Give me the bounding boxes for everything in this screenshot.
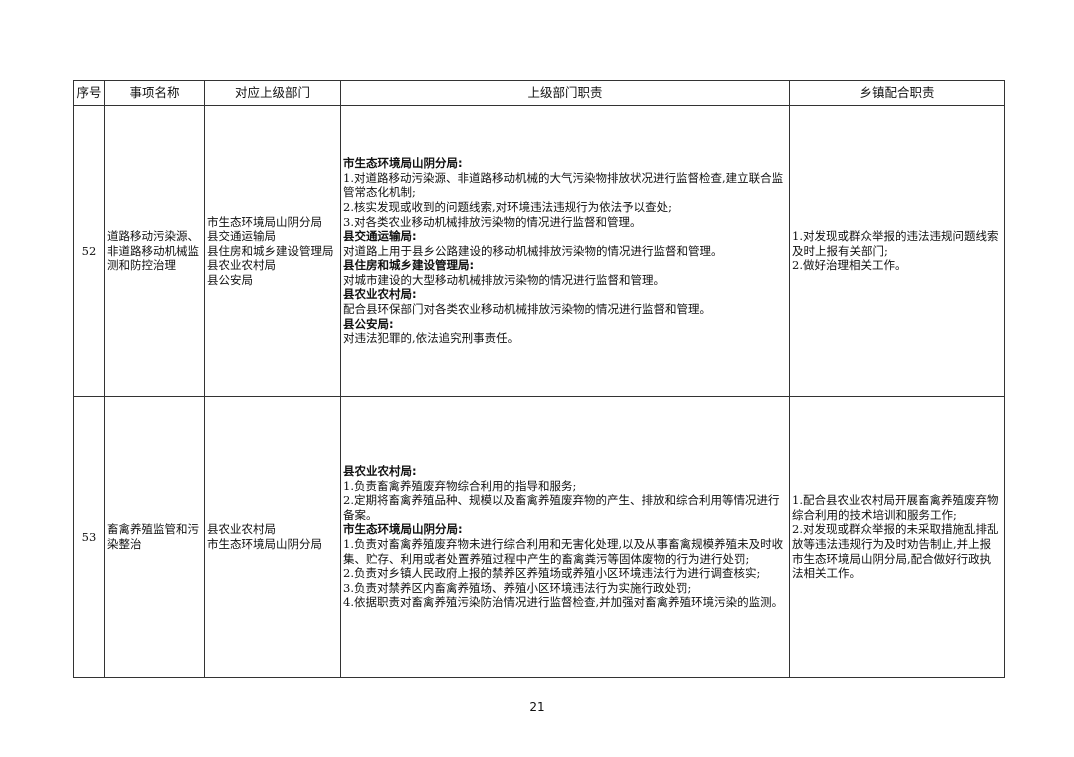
duty-item: 3.对各类农业移动机械排放污染物的情况进行监督和管理。 <box>343 214 642 229</box>
department: 县交通运输局 <box>207 229 276 244</box>
duties: 县农业农村局: 1.负责畜禽养殖废弃物综合利用的指导和服务; 2.定期将畜禽养殖品种… <box>340 396 790 678</box>
township-duty-item: 1.对发现或群众举报的违法违规问题线索及时上报有关部门; <box>792 229 999 258</box>
duty-item: 配合县环保部门对各类农业移动机械排放污染物的情况进行监督和管理。 <box>343 302 711 317</box>
department: 县农业农村局 <box>207 522 276 537</box>
page-number: 21 <box>529 700 545 714</box>
duty-heading: 县农业农村局: <box>343 287 417 302</box>
duty-item: 1.对道路移动污染源、非道路移动机械的大气污染物排放状况进行监督检查,建立联合监… <box>343 170 784 200</box>
duty-heading: 县住房和城乡建设管理局: <box>343 258 475 273</box>
duty-item: 2.负责对乡镇人民政府上报的禁养区养殖场或养殖小区环境违法行为进行调查核实; <box>343 566 761 581</box>
duties: 市生态环境局山阴分局: 1.对道路移动污染源、非道路移动机械的大气污染物排放状况进… <box>340 105 790 397</box>
duty-heading: 县交通运输局: <box>343 229 417 244</box>
header-no: 序号 <box>73 80 105 106</box>
duty-item: 对道路上用于县乡公路建设的移动机械排放污染物的情况进行监督和管理。 <box>343 243 723 258</box>
duty-heading: 县公安局: <box>343 316 394 331</box>
department: 县农业农村局 <box>207 258 276 273</box>
township-duties: 1.对发现或群众举报的违法违规问题线索及时上报有关部门; 2.做好治理相关工作。 <box>789 105 1005 397</box>
item-name: 畜禽养殖监管和污染整治 <box>104 396 205 678</box>
duty-item: 2.核实发现或收到的问题线索,对环境违法违规行为依法予以查处; <box>343 199 672 214</box>
duty-table: 序号 事项名称 对应上级部门 上级部门职责 乡镇配合职责 52 道路移动污染源、非… <box>73 80 1005 678</box>
township-duty-item: 2.做好治理相关工作。 <box>792 258 907 273</box>
duty-item: 4.依据职责对畜禽养殖污染防治情况进行监督检查,并加强对畜禽养殖环境污染的监测。 <box>343 595 784 610</box>
township-duties: 1.配合县农业农村局开展畜禽养殖废弃物综合利用的技术培训和服务工作; 2.对发现或… <box>789 396 1005 678</box>
table-row: 52 道路移动污染源、非道路移动机械监测和防控治理 市生态环境局山阴分局 县交通运输局… <box>73 105 1005 397</box>
duty-heading: 市生态环境局山阴分局: <box>343 522 463 537</box>
department: 市生态环境局山阴分局 <box>207 214 322 229</box>
township-duty-item: 2.对发现或群众举报的未采取措施乱排乱放等违法违规行为及时劝告制止,并上报市生态… <box>792 522 999 581</box>
header-duties: 上级部门职责 <box>340 80 790 106</box>
department: 县住房和城乡建设管理局 <box>207 243 334 258</box>
header-department: 对应上级部门 <box>204 80 341 106</box>
duty-item: 3.负责对禁养区内畜禽养殖场、养殖小区环境违法行为实施行政处罚; <box>343 580 692 595</box>
department: 县公安局 <box>207 272 253 287</box>
department: 市生态环境局山阴分局 <box>207 537 322 551</box>
duty-item: 对违法犯罪的,依法追究刑事责任。 <box>343 331 520 346</box>
duty-item: 2.定期将畜禽养殖品种、规模以及畜禽养殖废弃物的产生、排放和综合利用等情况进行备… <box>343 493 780 522</box>
row-number: 53 <box>73 396 105 678</box>
table-row: 53 畜禽养殖监管和污染整治 县农业农村局 市生态环境局山阴分局 县农业农村局: 1.负责… <box>73 396 1005 678</box>
duty-item: 1.负责畜禽养殖废弃物综合利用的指导和服务; <box>343 478 577 493</box>
header-item-name: 事项名称 <box>104 80 205 106</box>
duty-heading: 县农业农村局: <box>343 464 417 479</box>
departments: 市生态环境局山阴分局 县交通运输局 县住房和城乡建设管理局 县农业农村局 县公安局 <box>204 105 341 397</box>
departments: 县农业农村局 市生态环境局山阴分局 <box>204 396 341 678</box>
table-header-row: 序号 事项名称 对应上级部门 上级部门职责 乡镇配合职责 <box>73 80 1005 106</box>
item-name: 道路移动污染源、非道路移动机械监测和防控治理 <box>104 105 205 397</box>
duty-item: 对城市建设的大型移动机械排放污染物的情况进行监督和管理。 <box>343 272 665 287</box>
row-number: 52 <box>73 105 105 397</box>
duty-item: 1.负责对畜禽养殖废弃物未进行综合利用和无害化处理,以及从事畜禽规模养殖未及时收… <box>343 537 784 566</box>
header-township-duties: 乡镇配合职责 <box>789 80 1005 106</box>
duty-heading: 市生态环境局山阴分局: <box>343 156 463 171</box>
township-duty-item: 1.配合县农业农村局开展畜禽养殖废弃物综合利用的技术培训和服务工作; <box>792 493 999 522</box>
